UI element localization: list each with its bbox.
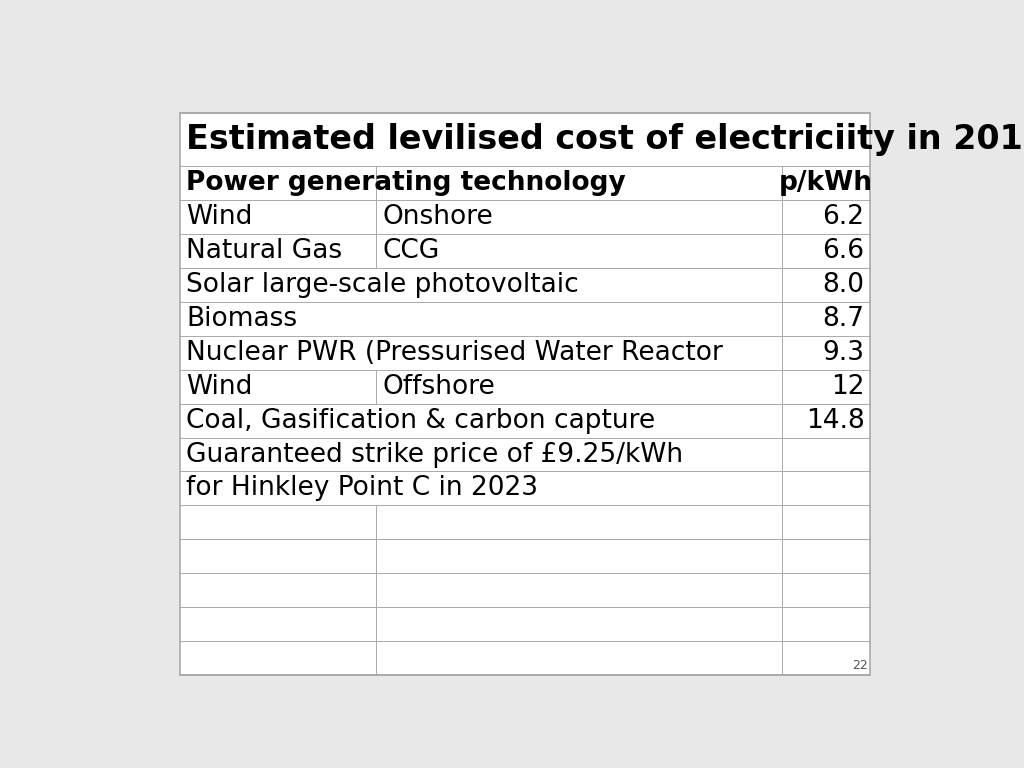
Text: p/kWh: p/kWh [779,170,873,196]
Text: Estimated levilised cost of electriciity in 2015.: Estimated levilised cost of electriciity… [186,123,1024,156]
Text: 6.6: 6.6 [822,238,864,264]
Bar [179,113,870,674]
Text: Coal, Gasification & carbon capture: Coal, Gasification & carbon capture [186,408,655,434]
Text: Offshore: Offshore [383,374,496,400]
Text: Wind: Wind [186,374,252,400]
Text: Power generating technology: Power generating technology [186,170,626,196]
Text: 12: 12 [830,374,864,400]
Text: for Hinkley Point C in 2023: for Hinkley Point C in 2023 [186,475,538,502]
Text: Onshore: Onshore [383,204,494,230]
Text: 6.2: 6.2 [822,204,864,230]
Text: Guaranteed strike price of £9.25/kWh: Guaranteed strike price of £9.25/kWh [186,442,683,468]
Text: 9.3: 9.3 [822,340,864,366]
Text: Wind: Wind [186,204,252,230]
Text: 22: 22 [852,659,867,672]
Text: Natural Gas: Natural Gas [186,238,342,264]
Text: Biomass: Biomass [186,306,297,332]
Text: CCG: CCG [383,238,440,264]
Text: 8.0: 8.0 [822,272,864,298]
Text: Solar large-scale photovoltaic: Solar large-scale photovoltaic [186,272,579,298]
Text: 8.7: 8.7 [822,306,864,332]
Text: 14.8: 14.8 [806,408,864,434]
Text: Nuclear PWR (Pressurised Water Reactor: Nuclear PWR (Pressurised Water Reactor [186,340,723,366]
